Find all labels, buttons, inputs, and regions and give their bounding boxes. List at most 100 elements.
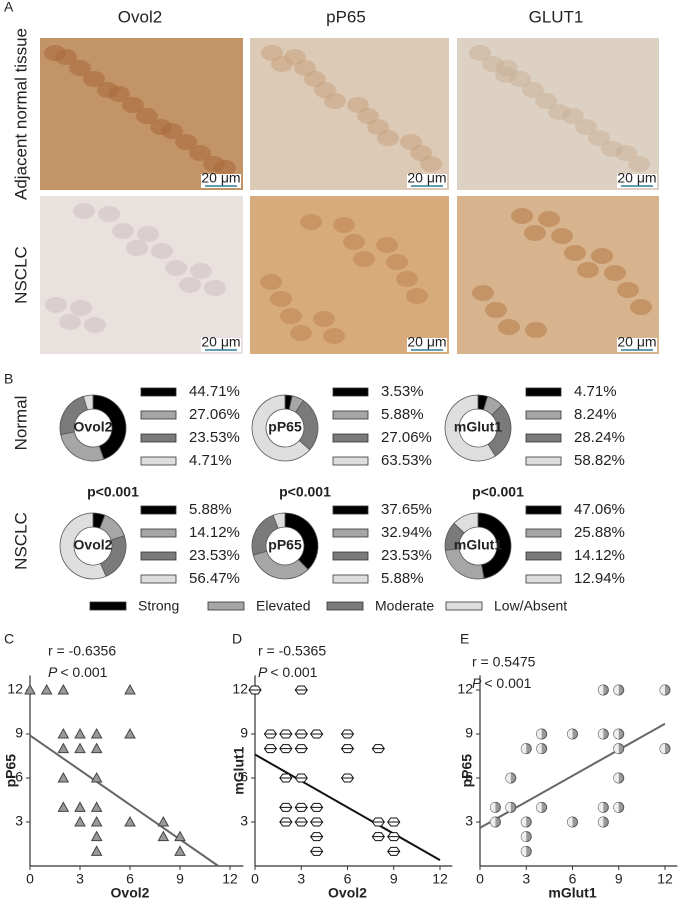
point: [279, 802, 293, 812]
point: [90, 815, 103, 827]
x-tick-label: 6: [569, 871, 577, 887]
donut-label: pP65: [268, 419, 302, 435]
x-tick-label: 9: [615, 871, 623, 887]
cell-shape: [353, 251, 375, 267]
legend-swatch: [332, 528, 369, 538]
cell-shape: [630, 299, 652, 315]
point: [279, 744, 293, 754]
value-label: 4.71%: [189, 452, 232, 469]
cell-shape: [400, 134, 422, 150]
cell-shape: [333, 217, 355, 233]
point: [74, 727, 86, 739]
scale-bar-box: [617, 174, 657, 188]
p-value: p<0.001: [472, 484, 524, 500]
donut-label: Ovol2: [74, 419, 113, 435]
legend-swatch: [525, 551, 562, 561]
cell-shape: [179, 277, 201, 293]
point-half: [521, 743, 527, 754]
point: [157, 830, 170, 842]
x-tick-label: 3: [522, 871, 530, 887]
x-tick-label: 0: [26, 871, 34, 887]
x-tick-label: 3: [297, 871, 305, 887]
value-label: 4.71%: [574, 383, 617, 400]
point-half: [536, 743, 542, 754]
point-half: [660, 743, 665, 754]
point: [157, 815, 170, 827]
x-tick-label: 9: [176, 871, 184, 887]
point: [371, 817, 385, 827]
p-text: < 0.001: [270, 664, 317, 680]
y-tick-label: 6: [15, 769, 23, 785]
point: [57, 801, 70, 812]
y-tick-label: 3: [15, 813, 23, 829]
scale-bar-box: [617, 338, 657, 352]
cell-shape: [108, 86, 130, 102]
legend-swatch: [525, 528, 562, 538]
point-half: [598, 817, 604, 827]
point-half: [505, 773, 511, 783]
value-label: 23.53%: [189, 547, 240, 564]
stat-r: r = -0.6356: [48, 643, 116, 659]
point: [74, 742, 86, 754]
cell-shape: [386, 254, 408, 270]
point-half: [521, 817, 527, 827]
point: [340, 773, 355, 783]
point: [371, 744, 385, 754]
stat-r: r = 0.5475: [472, 654, 536, 670]
x-tick-label: 12: [222, 871, 238, 887]
point: [90, 845, 103, 856]
cell-shape: [122, 97, 144, 113]
y-tick-label: 12: [232, 681, 248, 697]
y-tick-label: 12: [457, 681, 473, 697]
point: [310, 802, 324, 812]
cell-shape: [472, 285, 494, 301]
cell-shape: [591, 248, 613, 264]
cell-shape: [70, 300, 92, 316]
point: [279, 773, 293, 783]
stat-p: P < 0.001: [48, 664, 108, 680]
point: [371, 832, 385, 842]
scale-bar-box: [407, 338, 447, 352]
cell-shape: [175, 134, 197, 150]
cell-shape: [261, 45, 283, 61]
cell-shape: [615, 145, 637, 161]
cell-shape: [525, 322, 547, 338]
cell-shape: [73, 203, 95, 219]
point: [294, 802, 308, 812]
point: [340, 744, 355, 754]
scale-bar-label: 20 μm: [617, 334, 656, 350]
legend-swatch: [332, 387, 369, 397]
point: [90, 771, 103, 783]
point: [90, 742, 103, 754]
cell-shape: [260, 274, 282, 290]
point: [263, 729, 278, 739]
scale-bar-box: [407, 174, 447, 188]
donut-label: mGlut1: [454, 537, 502, 553]
value-label: 5.88%: [381, 406, 424, 423]
x-tick-label: 6: [344, 871, 352, 887]
row-label: Adjacent normal tissue: [11, 28, 30, 200]
cell-shape: [509, 71, 531, 87]
point: [24, 683, 36, 695]
scale-bar-label: 20 μm: [201, 170, 240, 186]
cell-shape: [538, 211, 560, 227]
cell-shape: [575, 119, 597, 135]
point: [74, 801, 86, 812]
cell-shape: [496, 60, 518, 76]
point: [310, 729, 324, 739]
value-label: 27.06%: [189, 406, 240, 423]
value-label: 27.06%: [381, 429, 432, 446]
legend-swatch: [140, 410, 177, 420]
point-half: [490, 817, 496, 827]
cell-shape: [112, 223, 134, 239]
value-label: 25.88%: [574, 524, 625, 541]
stat-p: P < 0.001: [472, 675, 532, 691]
value-label: 5.88%: [189, 501, 232, 518]
cell-shape: [551, 228, 573, 244]
legend-swatch: [140, 456, 177, 466]
legend-swatch: [140, 505, 177, 515]
donut-segment: [477, 512, 512, 579]
cell-shape: [290, 325, 312, 341]
point: [387, 832, 401, 842]
cell-shape: [604, 265, 626, 281]
